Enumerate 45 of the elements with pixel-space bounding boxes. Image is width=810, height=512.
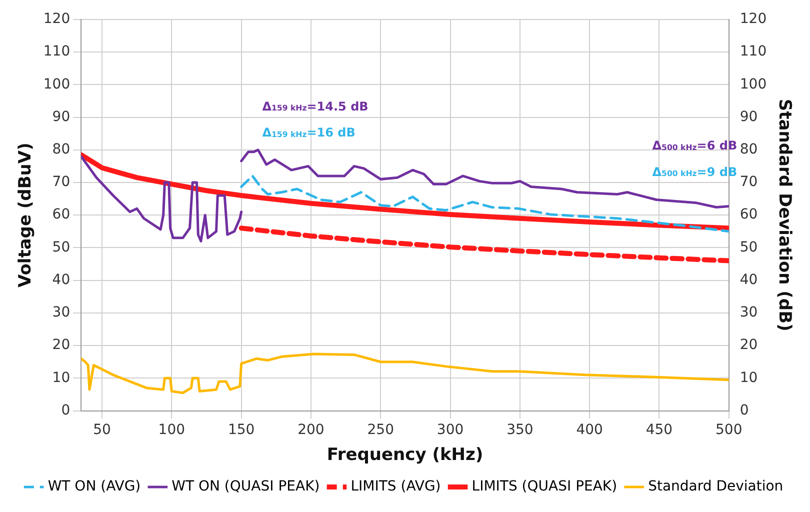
x-tick-label: 500 — [716, 422, 742, 438]
y-axis-title: Voltage (dBuV) — [16, 142, 36, 288]
y2-tick-label: 60 — [740, 206, 758, 223]
y2-tick-label: 100 — [740, 76, 767, 92]
y-tick-label: 40 — [52, 272, 70, 288]
y2-tick-label: 70 — [740, 174, 758, 190]
x-tick-label: 450 — [646, 422, 673, 438]
y2-tick-label: 80 — [740, 142, 758, 158]
y2-tick-label: 40 — [740, 272, 758, 288]
x-axis-title: Frequency (kHz) — [326, 445, 484, 466]
legend-label: WT ON (QUASI PEAK) — [172, 478, 320, 495]
y2-tick-label: 20 — [740, 337, 758, 354]
y-tick-label: 10 — [52, 370, 70, 386]
y2-tick-label: 50 — [740, 239, 758, 256]
y-tick-label: 90 — [52, 108, 70, 125]
y2-tick-label: 90 — [740, 108, 758, 125]
x-tick-label: 100 — [158, 422, 186, 438]
y-tick-label: 70 — [52, 174, 70, 190]
y-tick-label: 100 — [43, 76, 70, 92]
x-tick-label: 200 — [298, 422, 324, 438]
y2-axis-title: Standard Deviation (dB) — [774, 98, 794, 332]
line-series — [240, 174, 729, 233]
x-tick-label: 150 — [228, 422, 255, 438]
x-tick-label: 300 — [436, 422, 464, 438]
y-tick-label: 0 — [61, 402, 70, 418]
legend-label: LIMITS (QUASI PEAK) — [472, 478, 618, 495]
y-tick-label: 30 — [52, 304, 70, 321]
y2-tick-label: 10 — [740, 370, 758, 386]
y2-tick-label: 110 — [740, 44, 767, 60]
legend-label: LIMITS (AVG) — [350, 478, 441, 495]
y-tick-label: 80 — [52, 142, 70, 158]
x-tick-label: 50 — [93, 422, 111, 438]
x-tick-label: 350 — [506, 422, 534, 438]
y-tick-label: 60 — [52, 206, 70, 223]
y-tick-label: 50 — [52, 239, 70, 256]
y-tick-label: 20 — [52, 337, 70, 354]
y-tick-label: 110 — [43, 44, 70, 60]
legend-label: Standard Deviation — [648, 478, 784, 495]
x-tick-label: 250 — [367, 422, 394, 438]
y2-tick-label: 120 — [740, 11, 767, 28]
y2-tick-label: 0 — [740, 402, 749, 418]
legend-label: WT ON (AVG) — [48, 478, 141, 495]
x-tick-label: 400 — [576, 422, 603, 438]
y2-tick-label: 30 — [740, 304, 758, 321]
y-tick-label: 120 — [43, 11, 70, 28]
